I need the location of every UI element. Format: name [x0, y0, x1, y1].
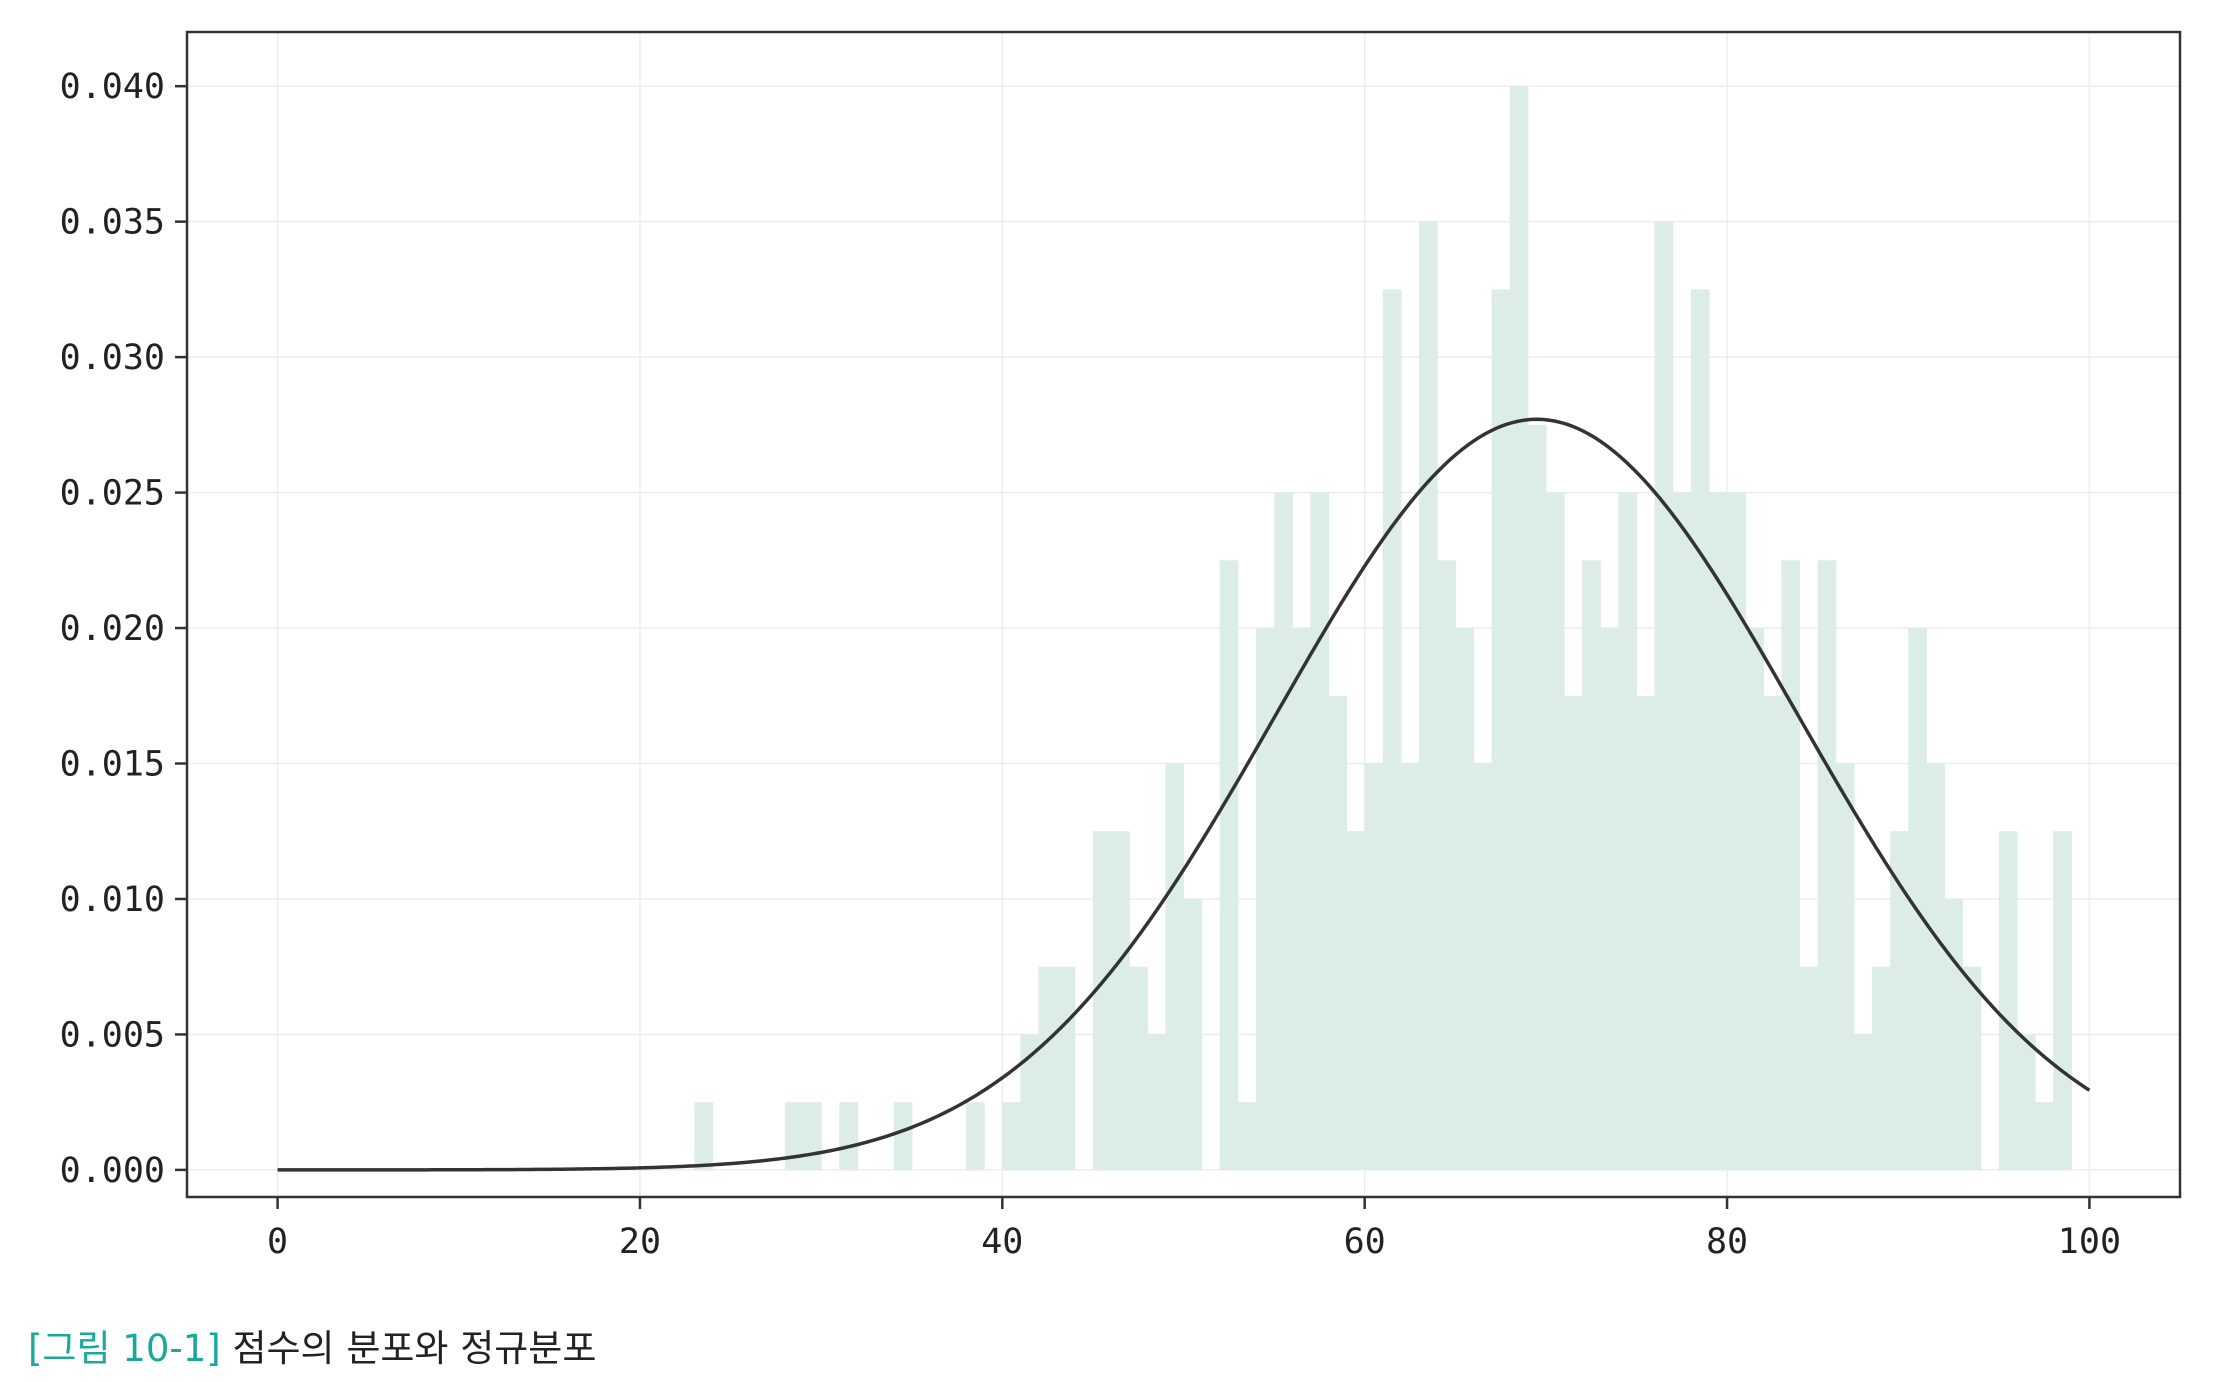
histogram-bar: [1962, 966, 1982, 1170]
histogram-bar: [2053, 831, 2072, 1170]
histogram-bar: [1437, 560, 1456, 1170]
histogram-bar: [1165, 763, 1185, 1170]
histogram-bar: [1708, 492, 1728, 1170]
histogram-bar: [1237, 1102, 1257, 1170]
histogram-bar: [1147, 1034, 1166, 1170]
y-tick-label: 0.020: [60, 609, 165, 649]
histogram-bar: [1002, 1102, 1022, 1170]
histogram-bar: [1545, 492, 1565, 1170]
histogram-bar: [1799, 966, 1819, 1170]
histogram-bar: [1817, 560, 1837, 1170]
histogram-bar: [1328, 695, 1348, 1170]
histogram-bar: [1491, 289, 1511, 1170]
figure-number: [그림 10-1]: [28, 1327, 221, 1370]
histogram-bar: [1926, 763, 1946, 1170]
histogram-bar: [1527, 424, 1547, 1170]
plot-frame: [185, 30, 2182, 1199]
figure-caption: [그림 10-1] 점수의 분포와 정규분포: [28, 1318, 596, 1372]
histogram-bar: [1727, 492, 1746, 1170]
histogram-bar: [1563, 695, 1583, 1170]
histogram-bar: [1419, 221, 1438, 1170]
x-tick-label: 0: [267, 1222, 288, 1262]
histogram-bar: [1509, 86, 1529, 1170]
histogram-bar: [1600, 628, 1619, 1170]
histogram-bar: [1473, 763, 1493, 1170]
x-axis-ticks: 0 20 40 60 80 100: [267, 1197, 2121, 1262]
histogram-bar: [1056, 966, 1076, 1170]
y-tick-label: 0.015: [60, 745, 165, 785]
histogram-bar: [1672, 492, 1692, 1170]
y-tick-label: 0.040: [60, 67, 165, 107]
histogram-bar: [839, 1102, 858, 1170]
histogram-bar: [1944, 898, 1964, 1170]
histogram-bar: [1853, 1034, 1873, 1170]
x-tick-label: 100: [2058, 1222, 2121, 1262]
histogram-bar: [966, 1102, 985, 1170]
y-tick-label: 0.035: [60, 203, 165, 243]
y-tick-label: 0.005: [60, 1015, 165, 1055]
histogram-bar: [1618, 492, 1638, 1170]
histogram-bar: [1292, 628, 1311, 1170]
normal-density-curve: [277, 417, 2091, 1172]
histogram-bar: [1908, 628, 1927, 1170]
y-axis-ticks: 0.000 0.005 0.010 0.015 0.020 0.025 0.030 0.035…: [60, 67, 187, 1191]
x-tick-label: 60: [1344, 1222, 1386, 1262]
chart: 0 20 40 60 80 100 0.0000.0050.0100.0150.0200.…: [60, 30, 2182, 1262]
histogram-bar: [1745, 628, 1764, 1170]
histogram-bars: [694, 86, 2072, 1170]
x-tick-label: 20: [619, 1222, 661, 1262]
histogram-bar: [1763, 695, 1782, 1170]
histogram-bar: [1890, 831, 1909, 1170]
histogram-bar: [1781, 560, 1801, 1170]
histogram-bar: [1582, 560, 1601, 1170]
x-tick-label: 80: [1706, 1222, 1748, 1262]
histogram-bar: [1274, 492, 1293, 1170]
histogram-bar: [1183, 898, 1203, 1170]
figure-title: 점수의 분포와 정규분포: [232, 1327, 597, 1370]
histogram-bar: [2016, 1034, 2036, 1170]
histogram-bar: [784, 1102, 804, 1170]
histogram-bar: [803, 1102, 822, 1170]
histogram-bar: [1382, 289, 1402, 1170]
histogram-bar: [1400, 763, 1420, 1170]
y-tick-label: 0.010: [60, 880, 165, 920]
histogram-bar: [1038, 966, 1058, 1170]
histogram-bar: [1998, 831, 2018, 1170]
histogram-bar: [1636, 695, 1656, 1170]
histogram-bar: [1364, 763, 1384, 1170]
histogram-bar: [1111, 831, 1130, 1170]
histogram-bar: [2035, 1102, 2054, 1170]
y-tick-label: 0.025: [60, 474, 165, 514]
histogram-bar: [1310, 492, 1330, 1170]
histogram-bar: [1129, 966, 1148, 1170]
histogram-bar: [1092, 831, 1112, 1170]
x-tick-label: 40: [981, 1222, 1023, 1262]
y-tick-label: 0.030: [60, 338, 165, 378]
histogram-bar: [1255, 628, 1275, 1170]
histogram-bar: [1346, 831, 1366, 1170]
histogram-bar: [1455, 628, 1474, 1170]
histogram-bar: [1871, 966, 1891, 1170]
histogram-bar: [893, 1102, 913, 1170]
histogram-bar: [694, 1102, 714, 1170]
histogram-bar: [1690, 289, 1710, 1170]
histogram-bar: [1020, 1034, 1040, 1170]
histogram-bar: [1654, 221, 1674, 1170]
histogram-bar: [1219, 560, 1239, 1170]
histogram-bar: [1835, 763, 1855, 1170]
y-tick-label: 0.000: [60, 1151, 165, 1191]
